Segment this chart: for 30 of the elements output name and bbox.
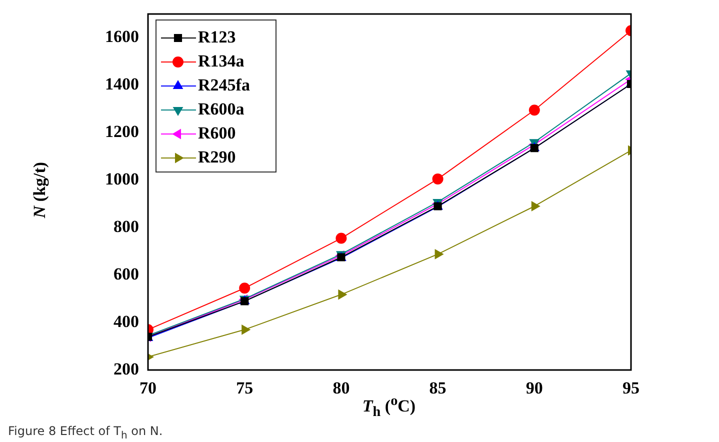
caption: Figure 8 Effect of T$_{h}$ on N. (8, 424, 163, 442)
point (239, 282, 250, 294)
x-tick-label: 90 (526, 378, 543, 398)
legend-label: R134a (198, 51, 245, 70)
legend-label: R290 (198, 147, 236, 166)
legend-label: R245fa (198, 75, 250, 94)
y-tick-label: 200 (114, 359, 139, 378)
x-tick-label: 70 (140, 378, 156, 398)
y-axis-title: N (kg/t) (30, 160, 50, 220)
point (528, 104, 540, 116)
x-tick-label: 95 (622, 378, 640, 398)
y-tick-label: 1200 (105, 122, 139, 142)
point (432, 173, 444, 184)
y-tick-label: 1000 (105, 170, 139, 189)
x-tick-label: 75 (236, 378, 254, 398)
y-tick-label: 1400 (105, 74, 139, 94)
x-axis-title: T$_{h}$ ($^{o}$C) (362, 393, 416, 420)
point (336, 232, 347, 244)
y-tick-label: 1600 (105, 27, 139, 46)
legend-label: R123 (198, 27, 236, 46)
x-tick-label: 85 (429, 378, 446, 398)
point (434, 249, 444, 260)
point (338, 290, 347, 300)
legend-label: R600 (198, 123, 236, 142)
point (242, 324, 250, 334)
y-tick-label: 600 (114, 264, 139, 284)
legend-label: R600a (198, 99, 245, 118)
x-tick-label: 80 (332, 378, 350, 398)
y-tick-label: 800 (114, 216, 139, 236)
y-tick-label: 400 (114, 312, 139, 331)
